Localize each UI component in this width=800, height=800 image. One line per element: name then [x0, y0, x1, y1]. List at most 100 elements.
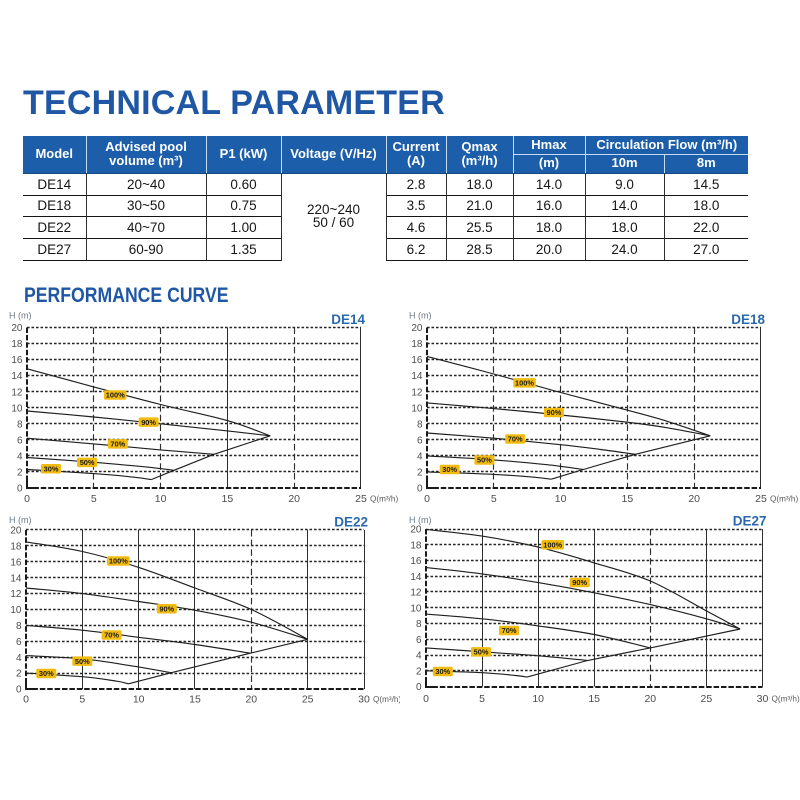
svg-text:50%: 50%	[75, 657, 90, 666]
svg-text:0: 0	[424, 493, 430, 505]
svg-text:16: 16	[410, 556, 422, 567]
svg-text:25: 25	[701, 693, 713, 705]
svg-text:18: 18	[10, 542, 22, 553]
svg-text:20: 20	[11, 323, 23, 334]
svg-text:2: 2	[17, 468, 23, 479]
svg-text:70%: 70%	[508, 435, 523, 444]
svg-text:15: 15	[189, 694, 201, 706]
svg-text:18: 18	[410, 540, 422, 551]
svg-text:6: 6	[16, 637, 22, 648]
svg-text:15: 15	[222, 493, 234, 505]
svg-text:10: 10	[10, 605, 22, 616]
svg-text:0: 0	[416, 682, 422, 693]
svg-text:20: 20	[245, 694, 257, 706]
svg-text:0: 0	[23, 694, 29, 706]
svg-text:30: 30	[757, 693, 769, 705]
svg-text:90%: 90%	[159, 604, 174, 613]
svg-text:100%: 100%	[515, 379, 534, 388]
svg-text:30%: 30%	[442, 465, 457, 474]
svg-text:15: 15	[588, 693, 600, 705]
svg-text:0: 0	[417, 484, 423, 495]
svg-text:H (m): H (m)	[409, 515, 432, 525]
svg-text:50%: 50%	[477, 456, 492, 465]
svg-text:12: 12	[11, 387, 23, 398]
svg-text:18: 18	[11, 339, 23, 350]
svg-text:20: 20	[288, 493, 300, 505]
svg-text:70%: 70%	[104, 631, 119, 640]
svg-text:14: 14	[11, 371, 23, 382]
svg-text:5: 5	[479, 693, 485, 705]
svg-text:30%: 30%	[44, 464, 59, 473]
svg-text:14: 14	[411, 371, 423, 382]
svg-text:Q(m³/h): Q(m³/h)	[370, 495, 398, 504]
svg-text:25: 25	[755, 493, 767, 505]
svg-text:DE22: DE22	[334, 515, 368, 530]
svg-text:6: 6	[417, 435, 423, 446]
svg-text:10: 10	[155, 493, 167, 505]
svg-text:12: 12	[410, 588, 422, 599]
svg-text:10: 10	[133, 694, 145, 706]
svg-text:5: 5	[79, 694, 85, 706]
svg-text:8: 8	[417, 419, 423, 430]
svg-text:2: 2	[417, 468, 423, 479]
svg-text:20: 20	[10, 526, 22, 537]
svg-text:DE27: DE27	[733, 514, 767, 529]
svg-text:H (m): H (m)	[9, 515, 32, 525]
svg-text:100%: 100%	[543, 540, 562, 549]
svg-text:10: 10	[11, 403, 23, 414]
svg-text:Q(m³/h): Q(m³/h)	[373, 695, 400, 704]
svg-text:5: 5	[491, 493, 497, 505]
svg-text:4: 4	[16, 653, 22, 664]
svg-text:DE18: DE18	[731, 312, 765, 327]
svg-text:15: 15	[622, 493, 634, 505]
svg-text:50%: 50%	[80, 458, 95, 467]
svg-text:25: 25	[355, 493, 367, 505]
svg-text:90%: 90%	[141, 418, 156, 427]
svg-text:8: 8	[416, 619, 422, 630]
svg-text:30: 30	[358, 694, 370, 706]
svg-text:90%: 90%	[547, 408, 562, 417]
svg-text:25: 25	[302, 694, 314, 706]
svg-text:DE14: DE14	[331, 312, 365, 327]
svg-text:10: 10	[411, 403, 423, 414]
svg-text:0: 0	[16, 685, 22, 696]
svg-text:2: 2	[16, 669, 22, 680]
svg-text:100%: 100%	[106, 391, 125, 400]
svg-text:H (m): H (m)	[409, 311, 432, 321]
svg-text:6: 6	[17, 435, 23, 446]
svg-text:0: 0	[423, 693, 429, 705]
svg-text:70%: 70%	[110, 440, 125, 449]
svg-text:8: 8	[17, 419, 23, 430]
svg-text:18: 18	[411, 339, 423, 350]
svg-text:70%: 70%	[502, 626, 517, 635]
svg-text:4: 4	[417, 452, 423, 463]
svg-text:6: 6	[416, 635, 422, 646]
svg-text:Q(m³/h): Q(m³/h)	[770, 495, 798, 504]
svg-text:90%: 90%	[572, 578, 587, 587]
svg-text:0: 0	[24, 493, 30, 505]
svg-text:20: 20	[688, 493, 700, 505]
svg-text:20: 20	[411, 323, 423, 334]
svg-text:Q(m³/h): Q(m³/h)	[772, 695, 800, 704]
svg-text:10: 10	[410, 603, 422, 614]
svg-text:12: 12	[411, 387, 423, 398]
svg-text:20: 20	[410, 525, 422, 536]
svg-text:14: 14	[10, 573, 22, 584]
svg-text:20: 20	[644, 693, 656, 705]
svg-text:100%: 100%	[109, 557, 128, 566]
svg-text:4: 4	[416, 651, 422, 662]
svg-text:10: 10	[532, 693, 544, 705]
svg-text:H (m): H (m)	[9, 311, 32, 321]
svg-text:50%: 50%	[474, 647, 489, 656]
svg-text:2: 2	[416, 666, 422, 677]
svg-text:14: 14	[410, 572, 422, 583]
svg-text:16: 16	[10, 557, 22, 568]
svg-text:4: 4	[17, 452, 23, 463]
svg-text:16: 16	[411, 355, 423, 366]
svg-text:10: 10	[555, 493, 567, 505]
svg-text:0: 0	[17, 484, 23, 495]
svg-text:16: 16	[11, 355, 23, 366]
svg-text:12: 12	[10, 589, 22, 600]
svg-text:30%: 30%	[39, 669, 54, 678]
svg-text:8: 8	[16, 621, 22, 632]
